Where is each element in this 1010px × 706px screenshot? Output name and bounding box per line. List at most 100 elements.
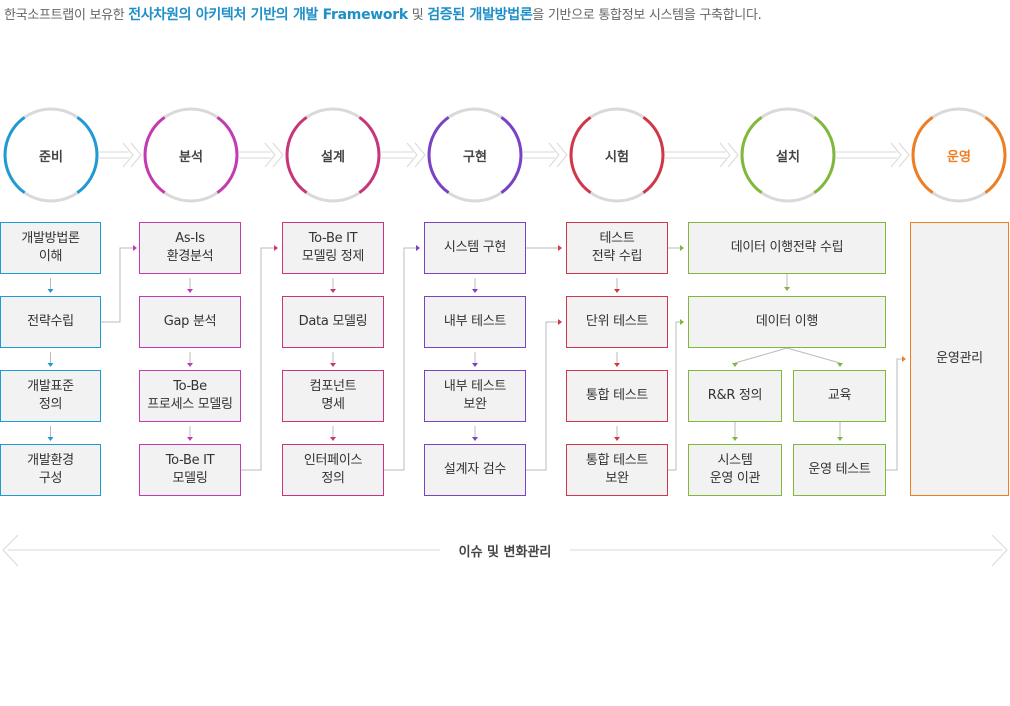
- stage-ring-accent: [740, 116, 763, 194]
- split-connector: [734, 347, 788, 364]
- stage-label-analysis: 분석: [179, 149, 203, 165]
- impl-task-4: 설계자 검수: [424, 444, 526, 496]
- test-task-1-label: 테스트 전략 수립: [591, 231, 643, 264]
- arrow-right-icon: [133, 245, 137, 251]
- arrow-down-icon: [732, 363, 738, 367]
- install-rnr-definition: R&R 정의: [688, 370, 782, 422]
- arrow-down-icon: [472, 363, 478, 367]
- analysis-task-1: As-Is 환경분석: [139, 222, 241, 274]
- stage-ring-accent: [285, 116, 308, 194]
- analysis-task-4-label: To-Be IT 모델링: [165, 453, 215, 486]
- prep-task-3: 개발표준 정의: [0, 370, 101, 422]
- arrow-right-icon: [274, 245, 278, 251]
- test-task-3: 통합 테스트: [566, 370, 668, 422]
- stage-ring-accent: [143, 116, 166, 194]
- impl-task-4-label: 설계자 검수: [443, 462, 507, 477]
- cross-connector: [886, 358, 902, 471]
- stage-label-ops: 운영: [947, 149, 971, 165]
- analysis-task-3-label: To-Be 프로세스 모델링: [147, 379, 233, 412]
- stage-label-prep: 준비: [39, 149, 63, 165]
- stage-label-impl: 구현: [463, 149, 487, 165]
- arrow-down-icon: [472, 289, 478, 293]
- issue-change-management-label: 이슈 및 변화관리: [440, 541, 570, 560]
- impl-task-3: 내부 테스트 보완: [424, 370, 526, 422]
- stage-ring-accent: [984, 116, 1007, 194]
- impl-task-2-label: 내부 테스트: [443, 314, 507, 329]
- install-data-migration-label: 데이터 이행: [755, 314, 819, 329]
- stage-ring-accent: [911, 116, 934, 194]
- install-education-label: 교육: [827, 388, 852, 403]
- arrow-down-icon: [472, 437, 478, 441]
- chevron-right-icon: [406, 142, 418, 168]
- arrow-down-icon: [614, 289, 620, 293]
- arrow-down-icon: [837, 363, 843, 367]
- arrow-right-icon: [558, 319, 562, 325]
- ops-management: 운영관리: [910, 222, 1009, 496]
- arrow-down-icon: [732, 437, 738, 441]
- install-education: 교육: [793, 370, 886, 422]
- design-task-4: 인터페이스 정의: [282, 444, 384, 496]
- arrow-down-icon: [330, 437, 336, 441]
- cross-connector: [101, 247, 133, 323]
- intro-part-1: 한국소프트랩이 보유한: [4, 8, 129, 23]
- stage-ring-accent: [358, 116, 381, 194]
- stage-ring-accent: [216, 116, 239, 194]
- prep-task-2: 전략수립: [0, 296, 101, 348]
- stage-ring-accent: [427, 116, 450, 194]
- split-connector: [786, 347, 841, 364]
- arrow-down-icon: [47, 289, 54, 293]
- install-system-handover-label: 시스템 운영 이관: [709, 453, 761, 486]
- cross-connector: [526, 321, 558, 471]
- impl-task-2: 내부 테스트: [424, 296, 526, 348]
- cross-connector: [384, 247, 416, 471]
- arrow-down-icon: [330, 363, 336, 367]
- design-task-2: Data 모델링: [282, 296, 384, 348]
- stage-ring-accent: [76, 116, 99, 194]
- chevron-right-icon: [130, 142, 142, 168]
- install-migration-plan-label: 데이터 이행전략 수립: [730, 240, 844, 255]
- arrow-down-icon: [784, 287, 790, 291]
- intro-highlight-framework: 전사차원의 아키텍처 기반의 개발 Framework: [128, 7, 408, 23]
- arrow-down-icon: [47, 363, 54, 367]
- cross-connector: [668, 321, 680, 471]
- install-operation-test: 운영 테스트: [793, 444, 886, 496]
- impl-task-1-label: 시스템 구현: [443, 240, 507, 255]
- analysis-task-1-label: As-Is 환경분석: [166, 231, 214, 264]
- arrow-right-icon: [902, 356, 906, 362]
- stage-label-design: 설계: [321, 149, 345, 165]
- timeline-left-arrow-icon: [2, 534, 19, 567]
- chevron-right-icon: [548, 142, 560, 168]
- test-task-3-label: 통합 테스트: [585, 388, 649, 403]
- install-rnr-definition-label: R&R 정의: [707, 388, 763, 403]
- install-system-handover: 시스템 운영 이관: [688, 444, 782, 496]
- impl-task-3-label: 내부 테스트 보완: [443, 379, 507, 412]
- chevron-right-icon: [727, 142, 739, 168]
- arrow-right-icon: [416, 245, 420, 251]
- arrow-down-icon: [837, 437, 843, 441]
- test-task-1: 테스트 전략 수립: [566, 222, 668, 274]
- test-task-4-label: 통합 테스트 보완: [585, 453, 649, 486]
- chevron-right-icon: [264, 142, 276, 168]
- chevron-right-icon: [414, 142, 426, 168]
- arrow-down-icon: [187, 363, 193, 367]
- design-task-1-label: To-Be IT 모델링 정제: [301, 231, 365, 264]
- intro-part-2: 및: [407, 8, 428, 23]
- prep-task-4-label: 개발환경 구성: [27, 453, 74, 486]
- analysis-task-3: To-Be 프로세스 모델링: [139, 370, 241, 422]
- arrow-down-icon: [614, 363, 620, 367]
- analysis-task-2: Gap 분석: [139, 296, 241, 348]
- prep-task-1: 개발방법론 이해: [0, 222, 101, 274]
- timeline-right-arrow-icon: [991, 534, 1008, 567]
- analysis-task-4: To-Be IT 모델링: [139, 444, 241, 496]
- design-task-1: To-Be IT 모델링 정제: [282, 222, 384, 274]
- arrow-down-icon: [187, 289, 193, 293]
- cross-connector: [241, 247, 274, 471]
- design-task-4-label: 인터페이스 정의: [303, 453, 363, 486]
- stage-label-install: 설치: [776, 149, 800, 165]
- chevron-right-icon: [890, 142, 902, 168]
- ops-management-label: 운영관리: [936, 351, 983, 366]
- arrow-down-icon: [330, 289, 336, 293]
- chevron-right-icon: [272, 142, 284, 168]
- stage-ring-accent: [3, 116, 26, 194]
